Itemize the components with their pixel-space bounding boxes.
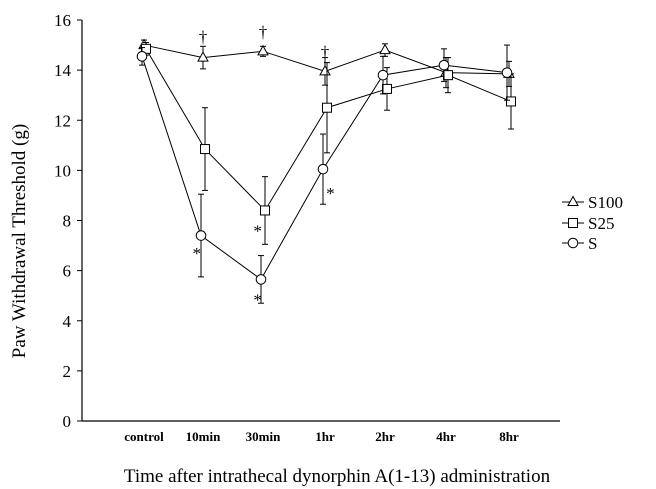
- y-tick-label: 6: [63, 262, 72, 281]
- asterisk-mark: *: [192, 244, 201, 263]
- data-point: [501, 67, 513, 78]
- dagger-mark: †: [259, 22, 268, 41]
- data-point: [382, 83, 392, 94]
- x-axis-title: Time after intrathecal dynorphin A(1-13)…: [124, 466, 551, 487]
- data-point: [379, 43, 391, 55]
- y-tick-label: 2: [63, 362, 72, 381]
- data-point: [260, 205, 270, 216]
- data-point: [255, 274, 267, 285]
- data-point: [317, 163, 329, 175]
- y-tick-label: 8: [63, 212, 72, 231]
- data-point: [200, 144, 210, 155]
- y-axis-title: Paw Withdrawal Threshold (g): [9, 124, 30, 358]
- y-tick-label: 4: [63, 312, 72, 331]
- data-point: [136, 51, 148, 62]
- data-point: [506, 96, 516, 107]
- significance-annotations: † † † * * * *: [192, 22, 334, 309]
- asterisk-mark: *: [253, 222, 262, 241]
- legend-marker: [568, 218, 578, 228]
- legend-marker: [567, 237, 579, 249]
- data-point: [322, 102, 332, 113]
- x-tick-label: control: [124, 429, 164, 444]
- x-tick-label: 4hr: [436, 429, 456, 444]
- x-tick-label: 10min: [186, 429, 221, 444]
- y-tick-label: 0: [63, 412, 72, 431]
- x-tick-label: 2hr: [375, 429, 395, 444]
- legend-item-s: S: [562, 234, 597, 253]
- y-tick-label: 16: [54, 11, 71, 30]
- dagger-mark: †: [321, 42, 330, 61]
- data-point: [377, 69, 389, 81]
- y-tick-label: 12: [54, 111, 71, 130]
- y-axis-ticks: 0 2 4 6 8 10 12 14 16: [54, 11, 82, 431]
- y-tick-label: 10: [54, 161, 71, 180]
- data-point: [195, 230, 207, 241]
- legend-item-s25: S25: [562, 214, 614, 233]
- legend-marker: [567, 195, 579, 206]
- legend-label: S25: [588, 214, 614, 233]
- series-layer: [136, 38, 516, 304]
- x-tick-label: 8hr: [499, 429, 519, 444]
- legend-label: S100: [588, 193, 623, 212]
- x-tick-label: 1hr: [315, 429, 335, 444]
- legend-label: S: [588, 234, 597, 253]
- x-axis-ticks: control 10min 30min 1hr 2hr 4hr 8hr: [124, 429, 519, 444]
- y-tick-label: 14: [54, 61, 72, 80]
- legend-item-s100: S100: [562, 193, 623, 212]
- data-point: [443, 70, 453, 81]
- asterisk-mark: *: [253, 290, 262, 309]
- data-point: [257, 44, 269, 56]
- data-point: [197, 51, 209, 62]
- asterisk-mark: *: [326, 184, 335, 203]
- series-s: [136, 44, 513, 304]
- x-tick-label: 30min: [246, 429, 281, 444]
- dagger-mark: †: [199, 27, 208, 46]
- data-point: [438, 59, 450, 71]
